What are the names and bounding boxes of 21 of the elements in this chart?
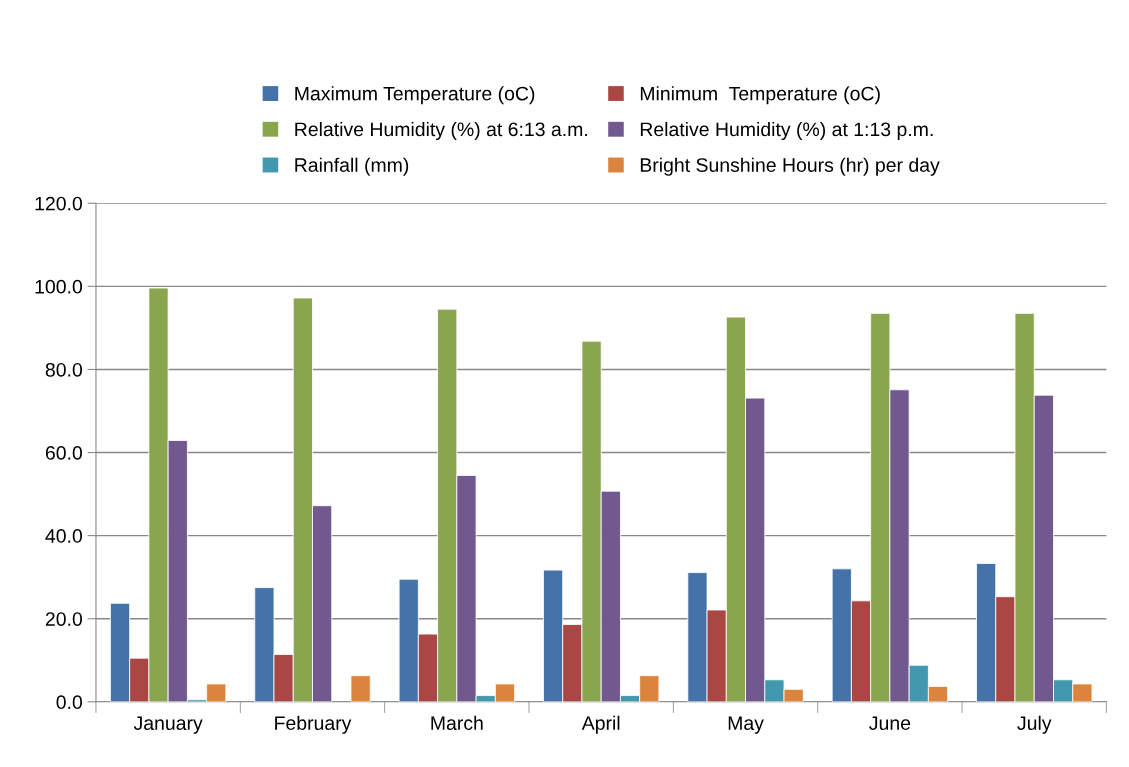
x-tick-label: March [431, 715, 483, 730]
legend-label: Maximum Temperature (oC) [295, 86, 535, 105]
x-tick-label: July [1017, 715, 1052, 734]
legend-label: Rainfall (mm) [295, 157, 409, 176]
y-tick-label: 100.0 [35, 279, 83, 294]
y-tick-label: 60.0 [45, 446, 83, 460]
x-tick-label: June [869, 716, 911, 730]
x-tick-label: May [728, 716, 764, 734]
y-tick-label: 40.0 [45, 529, 83, 543]
y-tick-label: 120.0 [35, 196, 83, 211]
y-tick-label: 80.0 [45, 362, 83, 377]
legend-label: Relative Humidity (%) at 1:13 p.m. [640, 121, 933, 141]
y-tick-label: 20.0 [45, 612, 83, 626]
legend-label: Minimum Temperature (oC) [640, 86, 880, 105]
y-tick-label: 0.0 [56, 695, 83, 710]
x-tick-label: February [275, 715, 352, 734]
x-tick-label: April [581, 715, 620, 734]
bar [350, 675, 371, 702]
legend-label: Bright Sunshine Hours (hr) per day [640, 157, 940, 176]
x-tick-label: January [133, 716, 203, 734]
legend-label: Relative Humidity (%) at 6:13 a.m. [295, 121, 587, 141]
